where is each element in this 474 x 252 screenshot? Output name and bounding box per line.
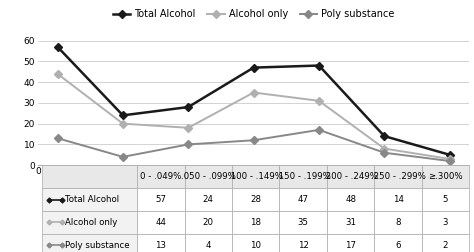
Bar: [422, 188, 469, 211]
Bar: [327, 234, 374, 252]
Bar: [184, 188, 232, 211]
Alcohol only: [55, 72, 60, 75]
Text: Alcohol only: Alcohol only: [65, 218, 118, 227]
Bar: [42, 165, 137, 188]
Alcohol only: [382, 147, 387, 150]
Total Alcohol: [251, 66, 256, 69]
Total Alcohol: [185, 106, 191, 109]
Text: .250 - .299%: .250 - .299%: [371, 172, 426, 181]
Text: 3: 3: [443, 218, 448, 227]
Poly substance: [447, 160, 453, 163]
Bar: [422, 165, 469, 188]
Text: 6: 6: [395, 241, 401, 250]
Bar: [137, 188, 184, 211]
Text: .100 - .149%: .100 - .149%: [228, 172, 283, 181]
Text: .200 - .249%: .200 - .249%: [323, 172, 378, 181]
Text: 8: 8: [395, 218, 401, 227]
Total Alcohol: [447, 153, 453, 156]
Alcohol only: [251, 91, 256, 94]
Poly substance: [120, 155, 126, 159]
Text: 14: 14: [392, 195, 403, 204]
Text: Poly substance: Poly substance: [65, 241, 130, 250]
Text: 24: 24: [203, 195, 214, 204]
Alcohol only: [316, 99, 322, 102]
Total Alcohol: [382, 135, 387, 138]
Bar: [42, 234, 137, 252]
Text: 13: 13: [155, 241, 166, 250]
Bar: [422, 234, 469, 252]
Alcohol only: [447, 158, 453, 161]
Bar: [327, 165, 374, 188]
Bar: [137, 234, 184, 252]
Text: 18: 18: [250, 218, 261, 227]
Text: ≥.300%: ≥.300%: [428, 172, 463, 181]
Bar: [280, 188, 327, 211]
Bar: [374, 211, 422, 234]
Bar: [137, 211, 184, 234]
Bar: [280, 234, 327, 252]
Legend: Total Alcohol, Alcohol only, Poly substance: Total Alcohol, Alcohol only, Poly substa…: [109, 5, 398, 23]
Text: 20: 20: [203, 218, 214, 227]
Total Alcohol: [120, 114, 126, 117]
Poly substance: [55, 137, 60, 140]
Bar: [42, 211, 137, 234]
Text: 10: 10: [250, 241, 261, 250]
Bar: [374, 165, 422, 188]
Bar: [42, 188, 137, 211]
Text: .050 - .099%: .050 - .099%: [181, 172, 236, 181]
Line: Poly substance: Poly substance: [55, 127, 452, 164]
Alcohol only: [120, 122, 126, 125]
Text: 57: 57: [155, 195, 166, 204]
Text: .150 - .199%: .150 - .199%: [276, 172, 331, 181]
Text: 44: 44: [155, 218, 166, 227]
Line: Total Alcohol: Total Alcohol: [55, 44, 452, 158]
Text: 5: 5: [443, 195, 448, 204]
Bar: [374, 234, 422, 252]
Poly substance: [251, 139, 256, 142]
Text: 17: 17: [345, 241, 356, 250]
Bar: [280, 211, 327, 234]
Total Alcohol: [316, 64, 322, 67]
Text: 4: 4: [206, 241, 211, 250]
Alcohol only: [185, 126, 191, 129]
Bar: [232, 188, 280, 211]
Bar: [184, 211, 232, 234]
Bar: [232, 165, 280, 188]
Text: 35: 35: [298, 218, 309, 227]
Bar: [422, 211, 469, 234]
Text: 31: 31: [345, 218, 356, 227]
Bar: [184, 234, 232, 252]
Bar: [184, 165, 232, 188]
Text: 47: 47: [298, 195, 309, 204]
Line: Alcohol only: Alcohol only: [55, 71, 452, 162]
Bar: [137, 165, 184, 188]
Poly substance: [316, 128, 322, 131]
Bar: [232, 234, 280, 252]
Bar: [232, 211, 280, 234]
Total Alcohol: [55, 45, 60, 48]
Bar: [280, 165, 327, 188]
Bar: [327, 211, 374, 234]
Text: 0 - .049%: 0 - .049%: [140, 172, 182, 181]
Text: 48: 48: [345, 195, 356, 204]
Text: 12: 12: [298, 241, 309, 250]
Text: Total Alcohol: Total Alcohol: [65, 195, 119, 204]
Poly substance: [185, 143, 191, 146]
Bar: [327, 188, 374, 211]
Poly substance: [382, 151, 387, 154]
Bar: [374, 188, 422, 211]
Text: 28: 28: [250, 195, 261, 204]
Text: 2: 2: [443, 241, 448, 250]
